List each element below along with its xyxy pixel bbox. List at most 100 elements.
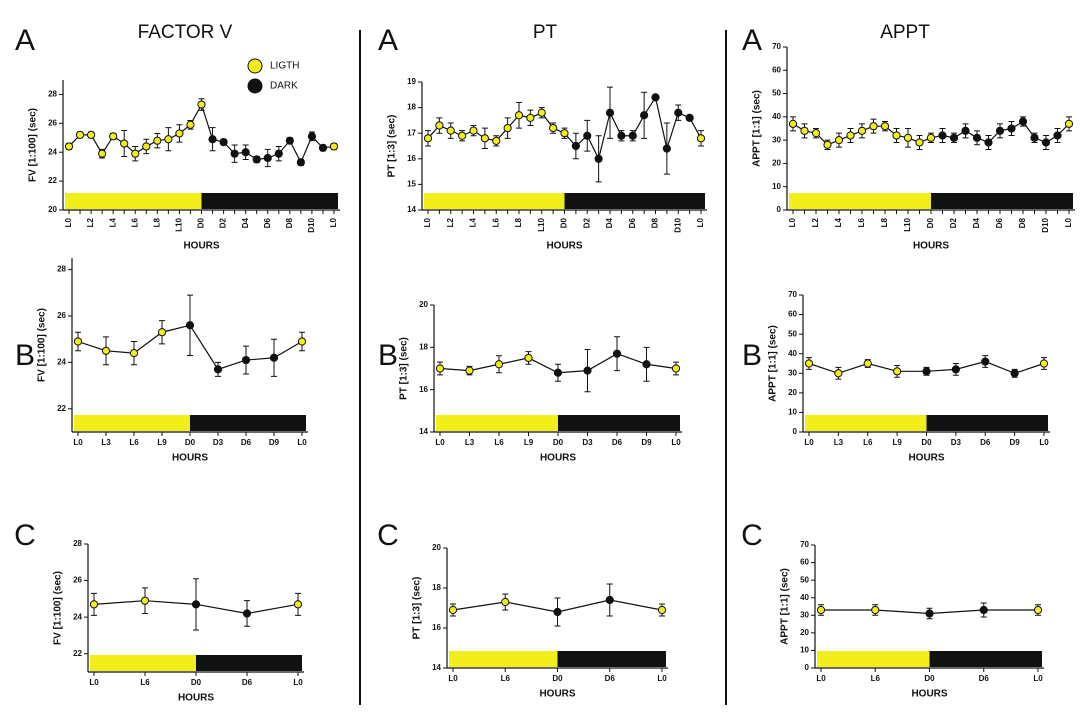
legend-label: DARK [270, 81, 298, 92]
data-point [465, 366, 474, 375]
x-tick-label: L9 [157, 438, 167, 447]
data-point [922, 367, 931, 376]
y-tick-label: 60 [800, 558, 809, 567]
data-point [981, 357, 990, 366]
data-point [640, 111, 649, 120]
y-tick-label: 14 [419, 427, 428, 436]
y-tick-label: 19 [407, 77, 416, 86]
y-tick-label: 18 [407, 103, 416, 112]
x-tick-label: L2 [446, 217, 455, 227]
x-tick-label: D6 [979, 674, 990, 683]
y-axis-label: PT [1:3] (sec) [412, 577, 423, 640]
x-tick-label: D8 [651, 217, 660, 228]
data-point [153, 136, 162, 145]
data-point [1064, 119, 1074, 128]
x-tick-label: L0 [1033, 674, 1043, 683]
y-tick-label: 10 [772, 182, 781, 191]
data-point [318, 143, 328, 152]
data-point [863, 359, 872, 368]
data-point [242, 609, 252, 618]
data-point [503, 123, 512, 133]
x-tick-label: D2 [949, 217, 958, 228]
x-axis-label: HOURS [540, 453, 576, 464]
y-tick-label: 22 [73, 649, 82, 658]
data-point [252, 155, 261, 164]
data-point [185, 321, 195, 330]
dark-strip [558, 415, 680, 431]
y-axis-label: FV [1:100] (sec) [37, 308, 48, 382]
data-point [594, 154, 603, 163]
column-title: APPT [880, 22, 930, 43]
panel-letter: B [378, 339, 398, 372]
data-point [1007, 124, 1016, 133]
data-point [435, 364, 445, 373]
y-tick-label: 15 [407, 180, 416, 189]
data-point [846, 131, 855, 140]
y-tick-label: 10 [788, 408, 797, 417]
data-point [583, 131, 592, 140]
x-tick-label: D6 [605, 674, 616, 683]
y-tick-label: 0 [777, 205, 782, 214]
y-tick-label: 70 [788, 290, 797, 299]
data-point [549, 123, 558, 133]
data-point [804, 359, 814, 368]
x-tick-label: L6 [863, 438, 873, 447]
y-tick-label: 16 [432, 623, 441, 632]
panel-letter: B [15, 339, 35, 372]
data-point [984, 138, 993, 147]
y-tick-label: 20 [48, 205, 57, 214]
x-tick-label: D4 [241, 217, 250, 228]
y-tick-label: 0 [793, 427, 798, 436]
x-tick-label: D4 [972, 217, 981, 228]
data-point [307, 132, 317, 141]
y-tick-label: 24 [73, 612, 82, 621]
x-tick-label: D0 [552, 674, 563, 683]
x-tick-label: D0 [197, 217, 206, 228]
x-tick-label: L0 [1064, 217, 1073, 227]
data-point [811, 129, 821, 138]
data-point [285, 136, 294, 145]
data-point [480, 134, 489, 143]
data-point [129, 349, 139, 358]
y-axis-label: FV [1:100] (sec) [28, 108, 39, 182]
y-tick-label: 40 [772, 112, 781, 121]
x-tick-label: L0 [64, 217, 73, 227]
data-point [671, 364, 681, 373]
x-tick-label: D2 [219, 217, 228, 228]
x-tick-label: L8 [880, 217, 889, 227]
dark-strip [564, 193, 705, 209]
data-point [816, 605, 826, 615]
data-point [893, 367, 902, 376]
data-point [834, 136, 844, 145]
data-point [823, 140, 832, 149]
data-point [1018, 117, 1028, 126]
data-point [269, 353, 279, 362]
x-tick-label: D4 [605, 217, 614, 228]
y-axis-label: PT [1:3] (sec) [399, 337, 410, 400]
x-tick-label: D6 [995, 217, 1004, 228]
x-tick-label: L6 [491, 217, 500, 227]
x-tick-label: L9 [524, 438, 534, 447]
data-point [446, 126, 455, 135]
x-tick-label: L6 [501, 674, 511, 683]
x-tick-label: L2 [811, 217, 820, 227]
x-tick-label: L0 [89, 678, 99, 687]
x-tick-label: L6 [129, 438, 139, 447]
x-tick-label: D6 [980, 438, 991, 447]
y-tick-label: 60 [772, 65, 781, 74]
x-axis-label: HOURS [172, 453, 208, 464]
x-tick-label: D0 [185, 438, 196, 447]
data-point [109, 132, 118, 141]
data-point [915, 138, 924, 147]
x-tick-label: L0 [657, 674, 667, 683]
data-point [834, 369, 843, 378]
y-tick-label: 28 [73, 539, 82, 548]
data-point [469, 126, 478, 135]
data-line [68, 103, 335, 164]
y-axis-label: FV [1:100] (sec) [53, 571, 64, 645]
data-point [925, 609, 934, 618]
light-strip [74, 415, 190, 431]
x-tick-label: L10 [903, 217, 912, 231]
x-tick-label: L0 [804, 438, 814, 447]
